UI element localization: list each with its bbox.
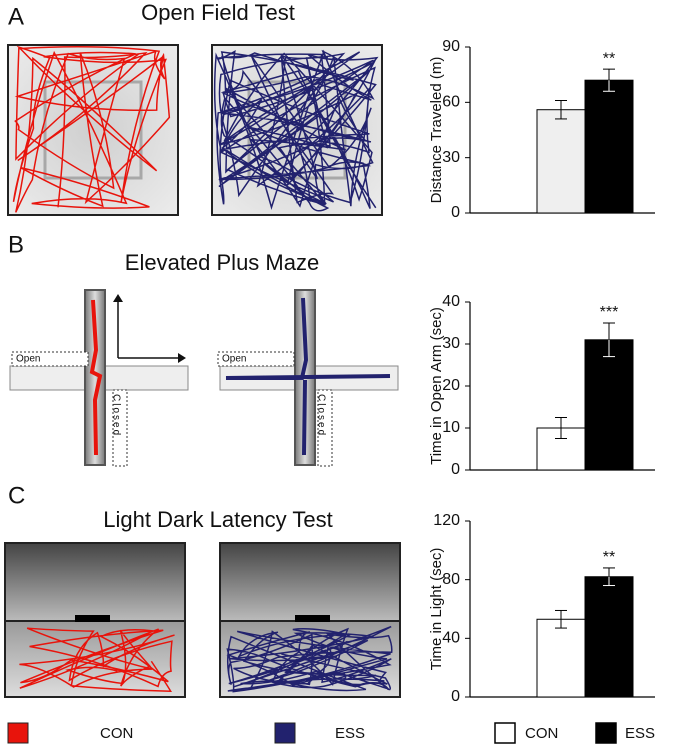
bar (536, 109, 586, 214)
y-tick-label: 40 (442, 293, 460, 310)
legend-swatch (595, 722, 617, 744)
error-bar (555, 609, 567, 629)
significance: ** (603, 50, 615, 67)
bar (584, 576, 634, 698)
panel-letter: B (8, 231, 24, 258)
y-axis-label: Time in Open Arm (sec) (428, 307, 445, 465)
maze-label: Open (16, 354, 40, 365)
y-tick-label: 40 (442, 630, 460, 647)
maze-label: Closed (315, 394, 326, 437)
legend-swatch (494, 722, 516, 744)
significance: *** (600, 304, 619, 321)
y-tick-label: 0 (451, 461, 460, 478)
track (12, 45, 171, 213)
y-tick-label: 30 (442, 335, 460, 352)
y-tick-label: 120 (433, 512, 460, 529)
y-axis-label: Distance Traveled (m) (428, 57, 445, 204)
y-tick-label: 80 (442, 571, 460, 588)
panel-letter: C (8, 482, 25, 509)
panel-title: Light Dark Latency Test (103, 507, 333, 532)
y-tick-label: 90 (442, 38, 460, 55)
track (89, 299, 103, 456)
bar (584, 339, 634, 471)
panel-title: Elevated Plus Maze (125, 250, 319, 275)
panel-title: Open Field Test (141, 0, 295, 25)
track (213, 49, 379, 212)
y-tick-label: 30 (442, 149, 460, 166)
error-bar (555, 99, 567, 120)
track (226, 625, 393, 693)
y-tick-label: 0 (451, 204, 460, 221)
panel-letter: A (8, 3, 24, 30)
legend-label: ESS (335, 725, 365, 742)
y-tick-label: 10 (442, 419, 460, 436)
y-tick-label: 60 (442, 94, 460, 111)
y-tick-label: 0 (451, 688, 460, 705)
bar (536, 618, 586, 698)
bar (584, 79, 634, 214)
y-axis-label: Time in Light (sec) (428, 548, 445, 671)
legend-swatch (7, 722, 29, 744)
legend-label: CON (100, 725, 133, 742)
error-bar (555, 417, 567, 439)
error-bar (603, 567, 615, 587)
legend-swatch (274, 722, 296, 744)
legend-label: ESS (625, 725, 655, 742)
legend-label: CON (525, 725, 558, 742)
maze-label: Open (222, 354, 246, 365)
track (19, 627, 175, 692)
error-bar (603, 322, 615, 358)
track (225, 297, 391, 456)
error-bar (603, 68, 615, 92)
significance: ** (603, 549, 615, 566)
maze-label: Closed (110, 394, 121, 437)
y-tick-label: 20 (442, 377, 460, 394)
